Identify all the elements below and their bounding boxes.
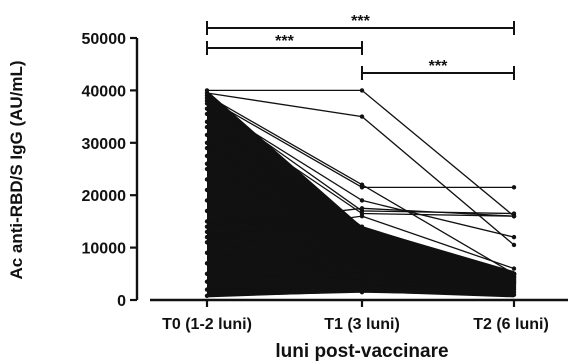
data-point-29-2 [511, 266, 517, 271]
data-point-30-1 [359, 206, 365, 211]
data-point-28-2 [511, 292, 517, 297]
y-axis-label: Ac anti-RBD/S IgG (AU/mL) [7, 60, 26, 279]
data-point-12-0 [204, 145, 210, 151]
data-point-17-0 [204, 187, 210, 193]
data-point-22-0 [204, 240, 210, 245]
data-point-5-0 [204, 101, 210, 106]
data-point-13-0 [204, 153, 210, 159]
data-point-25-1 [359, 276, 365, 282]
data-point-26-0 [204, 279, 210, 284]
data-point-24-1 [359, 271, 365, 276]
y-tick-label-2: 20000 [82, 188, 127, 205]
data-point-10-0 [204, 132, 210, 138]
x-axis-label: luni post-vaccinare [275, 341, 448, 362]
data-point-6-0 [204, 106, 210, 111]
x-tick-label-1: T1 (3 luni) [324, 316, 400, 333]
data-point-5-1 [359, 198, 365, 203]
y-tick-label-5: 50000 [82, 31, 127, 48]
data-point-3-2 [511, 185, 517, 190]
data-point-23-0 [204, 250, 210, 256]
data-point-30-0 [204, 224, 210, 229]
data-density-fill [207, 90, 514, 298]
data-point-1-2 [511, 242, 517, 248]
data-point-30-2 [511, 213, 517, 219]
axis-ticks: 0 10000 20000 30000 40000 50000 T0 (1-2 luni) T… [82, 31, 549, 333]
data-point-29-0 [204, 234, 210, 240]
x-tick-label-0: T0 (1-2 luni) [162, 316, 252, 333]
data-point-8-0 [204, 119, 210, 125]
density-region [207, 90, 514, 298]
data-point-1-1 [359, 114, 365, 119]
data-point-24-0 [204, 261, 210, 266]
x-tick-label-2: T2 (6 luni) [473, 316, 549, 333]
data-point-7-0 [204, 111, 210, 117]
significance-brackets: *** *** *** [206, 13, 515, 80]
data-point-0-1 [359, 88, 365, 93]
data-point-5-2 [511, 234, 517, 240]
data-point-25-0 [204, 271, 210, 276]
data-point-27-0 [204, 287, 210, 292]
data-point-3-1 [359, 185, 365, 190]
y-tick-label-4: 40000 [82, 83, 127, 100]
data-points [204, 88, 517, 299]
data-point-23-1 [359, 266, 365, 271]
y-tick-label-1: 10000 [82, 241, 127, 258]
data-point-15-0 [204, 166, 210, 172]
significance-label-1: *** [275, 33, 294, 50]
data-point-14-0 [204, 161, 210, 166]
data-point-19-0 [204, 208, 210, 214]
data-point-28-0 [204, 293, 210, 299]
axes [135, 38, 568, 302]
data-point-16-0 [204, 177, 210, 182]
y-tick-label-0: 0 [117, 293, 126, 310]
significance-label-0: *** [351, 13, 370, 30]
significance-label-2: *** [429, 58, 448, 75]
data-point-11-0 [204, 140, 210, 145]
data-point-21-0 [204, 229, 210, 235]
data-point-29-1 [359, 213, 365, 219]
data-point-9-0 [204, 124, 210, 130]
data-point-28-1 [359, 289, 365, 295]
data-point-18-0 [204, 198, 210, 203]
y-tick-label-3: 30000 [82, 136, 127, 153]
data-point-20-0 [204, 219, 210, 224]
data-point-26-1 [359, 282, 365, 287]
